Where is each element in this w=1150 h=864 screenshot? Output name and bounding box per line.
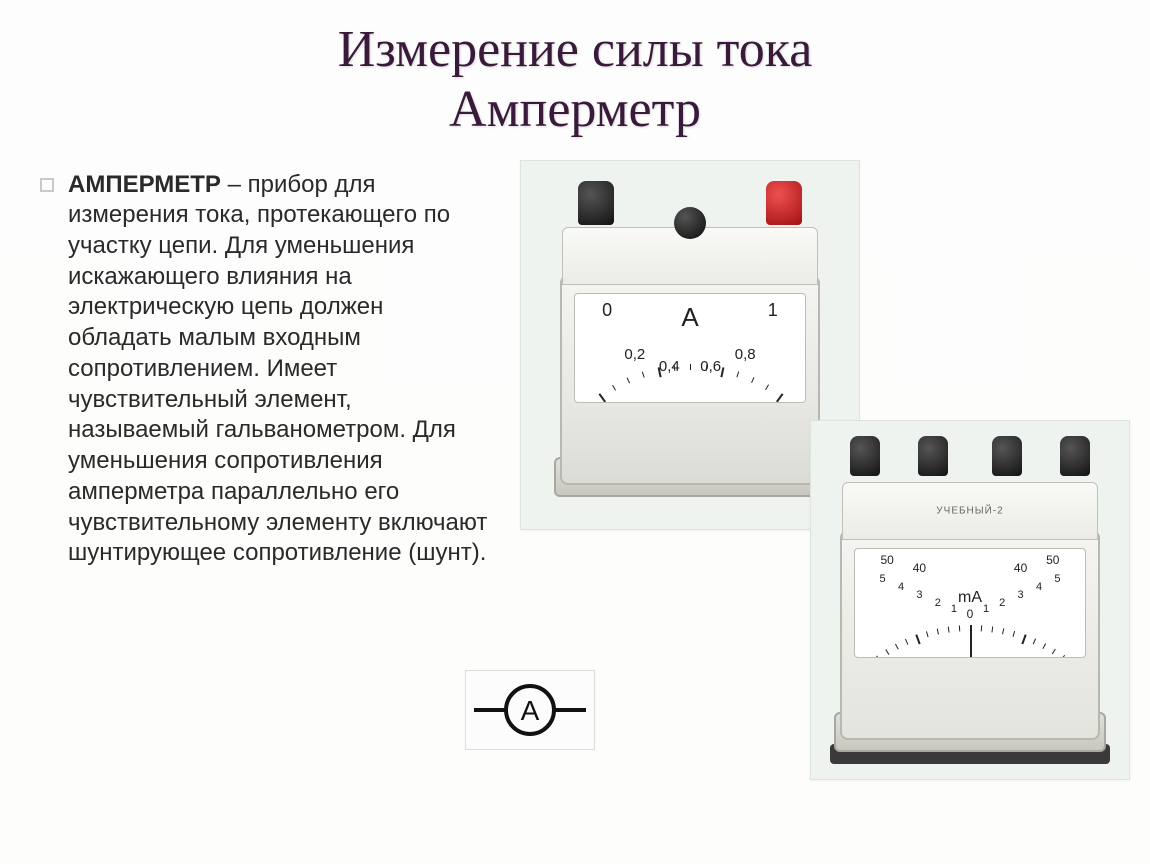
ammeter-circuit-symbol: A bbox=[465, 670, 595, 750]
bullet-item: АМПЕРМЕТР – прибор для измерения тока, п… bbox=[40, 170, 490, 569]
content-row: АМПЕРМЕТР – прибор для измерения тока, п… bbox=[0, 140, 1150, 569]
tick bbox=[627, 377, 692, 403]
dial: mA 0 50 40 40 50 5 4 3 2 1 1 2 bbox=[854, 548, 1086, 658]
device-model-label: УЧЕБНЫЙ-2 bbox=[936, 505, 1003, 516]
ammeter-photo-2: УЧЕБНЫЙ-2 mA 0 50 40 40 50 bbox=[810, 420, 1130, 780]
image-column: A 0 1 0,2 0,4 0,6 0,8 bbox=[510, 170, 1110, 569]
tick bbox=[642, 371, 692, 403]
tick bbox=[937, 628, 972, 658]
dial: A 0 1 0,2 0,4 0,6 0,8 bbox=[574, 293, 806, 403]
title-line-1: Измерение силы тока bbox=[338, 21, 813, 78]
terminal-3 bbox=[992, 436, 1022, 476]
terminal-4 bbox=[1060, 436, 1090, 476]
definition-term: АМПЕРМЕТР bbox=[68, 171, 221, 198]
terminal-positive bbox=[766, 181, 802, 225]
slide: Измерение силы тока Амперметр АМПЕРМЕТР … bbox=[0, 0, 1150, 864]
needle bbox=[970, 625, 972, 658]
device-top: УЧЕБНЫЙ-2 bbox=[842, 482, 1098, 540]
tick bbox=[690, 377, 755, 403]
symbol-svg: A bbox=[470, 680, 590, 740]
dial-ticks bbox=[575, 294, 805, 402]
terminal-negative bbox=[578, 181, 614, 225]
tick bbox=[690, 364, 708, 402]
title-line-2: Амперметр bbox=[449, 81, 701, 138]
terminal-2 bbox=[918, 436, 948, 476]
ammeter-photo-1: A 0 1 0,2 0,4 0,6 0,8 bbox=[520, 160, 860, 530]
ammeter-device-2: УЧЕБНЫЙ-2 mA 0 50 40 40 50 bbox=[840, 460, 1100, 740]
text-column: АМПЕРМЕТР – прибор для измерения тока, п… bbox=[40, 170, 510, 569]
symbol-letter: A bbox=[521, 695, 540, 726]
terminal-1 bbox=[850, 436, 880, 476]
page-title: Измерение силы тока Амперметр bbox=[0, 0, 1150, 140]
center-knob bbox=[674, 207, 706, 239]
definition-paragraph: АМПЕРМЕТР – прибор для измерения тока, п… bbox=[68, 170, 490, 569]
ammeter-device-1: A 0 1 0,2 0,4 0,6 0,8 bbox=[560, 205, 820, 485]
definition-body: – прибор для измерения тока, протекающег… bbox=[68, 171, 487, 567]
bullet-square-icon bbox=[40, 178, 54, 192]
tick bbox=[690, 364, 692, 403]
